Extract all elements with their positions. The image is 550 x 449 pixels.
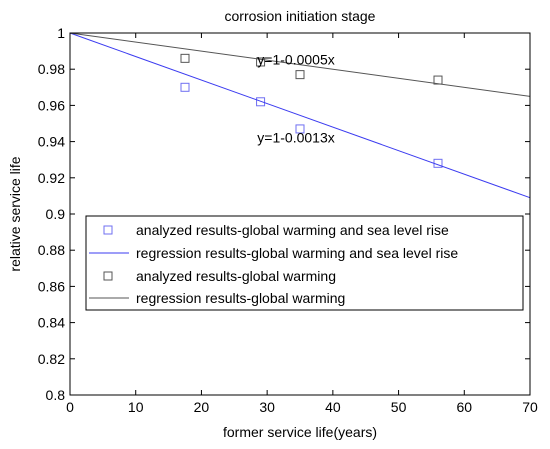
regression-line-3 xyxy=(69,32,531,97)
y-tick-label: 0.96 xyxy=(38,97,65,113)
plot-background xyxy=(70,33,530,395)
y-tick-label: 0.92 xyxy=(38,170,65,186)
legend-box xyxy=(85,215,524,311)
legend-entry-label: regression results-global warming xyxy=(136,290,345,306)
legend-square-swatch xyxy=(103,271,113,281)
data-point-0 xyxy=(180,82,190,92)
legend-square-swatch xyxy=(103,225,113,235)
y-tick-label: 0.9 xyxy=(46,206,66,222)
x-tick-label: 20 xyxy=(194,399,210,415)
data-point-0 xyxy=(295,124,305,134)
chart-title: corrosion initiation stage xyxy=(225,8,376,24)
plot-frame xyxy=(69,32,531,396)
equation-annotation: y=1-0.0013x xyxy=(257,130,334,146)
y-tick-label: 0.84 xyxy=(38,315,65,331)
x-tick-label: 50 xyxy=(391,399,407,415)
x-tick-label: 0 xyxy=(66,399,74,415)
legend-entry-label: regression results-global warming and se… xyxy=(136,245,458,261)
legend: analyzed results-global warming and sea … xyxy=(85,215,524,311)
y-tick-label: 0.98 xyxy=(38,61,65,77)
y-tick-label: 1 xyxy=(57,25,65,41)
x-tick-label: 60 xyxy=(456,399,472,415)
equation-annotation: y=1-0.0005x xyxy=(257,52,334,68)
x-axis-title: former service life(years) xyxy=(223,424,377,440)
data-point-2 xyxy=(295,70,305,80)
legend-entry-label: analyzed results-global warming xyxy=(136,268,336,284)
legend-entry-label: analyzed results-global warming and sea … xyxy=(136,222,449,238)
y-tick-label: 0.94 xyxy=(38,134,65,150)
y-axis-title: relative service life xyxy=(7,156,23,271)
x-tick-labels: 0 10 20 30 40 50 60 70 xyxy=(66,399,538,415)
y-tick-labels: 0.8 0.82 0.84 0.86 0.88 0.9 0.92 0.94 0.96 0.98 1 xyxy=(38,25,65,403)
series-layer xyxy=(69,32,531,199)
x-tick-label: 40 xyxy=(325,399,341,415)
x-tick-label: 10 xyxy=(128,399,144,415)
x-tick-label: 30 xyxy=(259,399,275,415)
y-tick-label: 0.88 xyxy=(38,242,65,258)
x-tick-label: 70 xyxy=(522,399,538,415)
annotations: y=1-0.0005x y=1-0.0013x xyxy=(257,52,334,146)
data-point-2 xyxy=(180,53,190,63)
y-tick-label: 0.82 xyxy=(38,351,65,367)
axis-ticks xyxy=(69,32,531,396)
y-tick-label: 0.86 xyxy=(38,278,65,294)
data-point-2 xyxy=(256,57,266,67)
regression-line-1 xyxy=(69,32,531,199)
data-point-0 xyxy=(256,97,266,107)
y-tick-label: 0.8 xyxy=(46,387,66,403)
